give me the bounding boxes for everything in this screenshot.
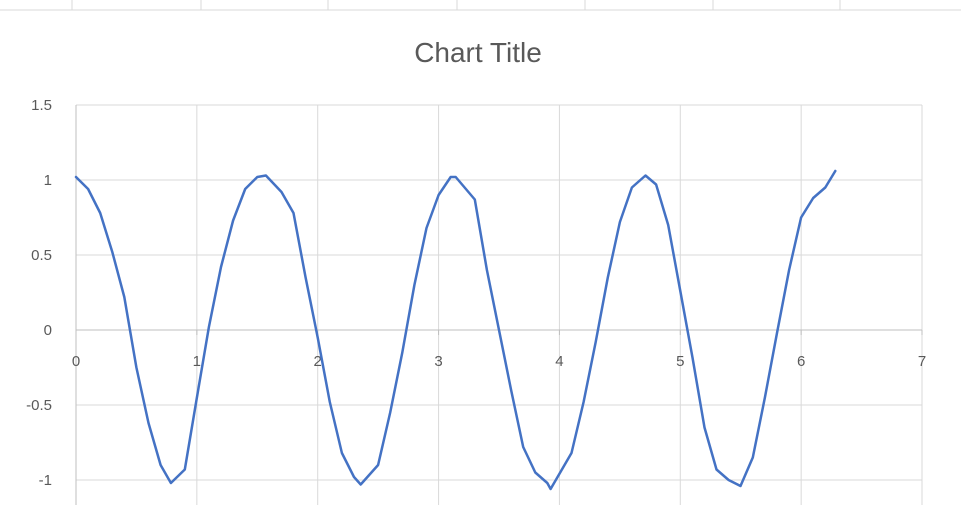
y-tick-labels: 1.5 1 0.5 0 -0.5 -1 (26, 97, 52, 489)
y-tick-label-1: 1 (44, 172, 52, 189)
x-tick-label-7: 7 (918, 353, 926, 370)
y-tick-label-2: 0.5 (31, 247, 52, 264)
y-tick-label-4: -0.5 (26, 397, 52, 414)
series-line-0 (74, 169, 837, 491)
axes (75, 105, 923, 505)
vertical-gridlines (196, 105, 923, 505)
x-tick-label-1: 1 (193, 353, 201, 370)
series-layer (74, 169, 837, 491)
x-tick-label-2: 2 (314, 353, 322, 370)
chart-title: Chart Title (414, 37, 542, 68)
x-tick-labels: 0 1 2 3 4 5 6 7 (72, 353, 926, 370)
y-tick-label-3: 0 (44, 322, 52, 339)
y-tick-label-0: 1.5 (31, 97, 52, 114)
x-tick-label-6: 6 (797, 353, 805, 370)
horizontal-gridlines (76, 104, 922, 481)
x-tick-label-3: 3 (434, 353, 442, 370)
x-tick-label-4: 4 (555, 353, 563, 370)
x-tick-label-5: 5 (676, 353, 684, 370)
top-stub-lines (71, 0, 841, 10)
y-tick-label-5: -1 (39, 472, 52, 489)
x-tick-label-0: 0 (72, 353, 80, 370)
